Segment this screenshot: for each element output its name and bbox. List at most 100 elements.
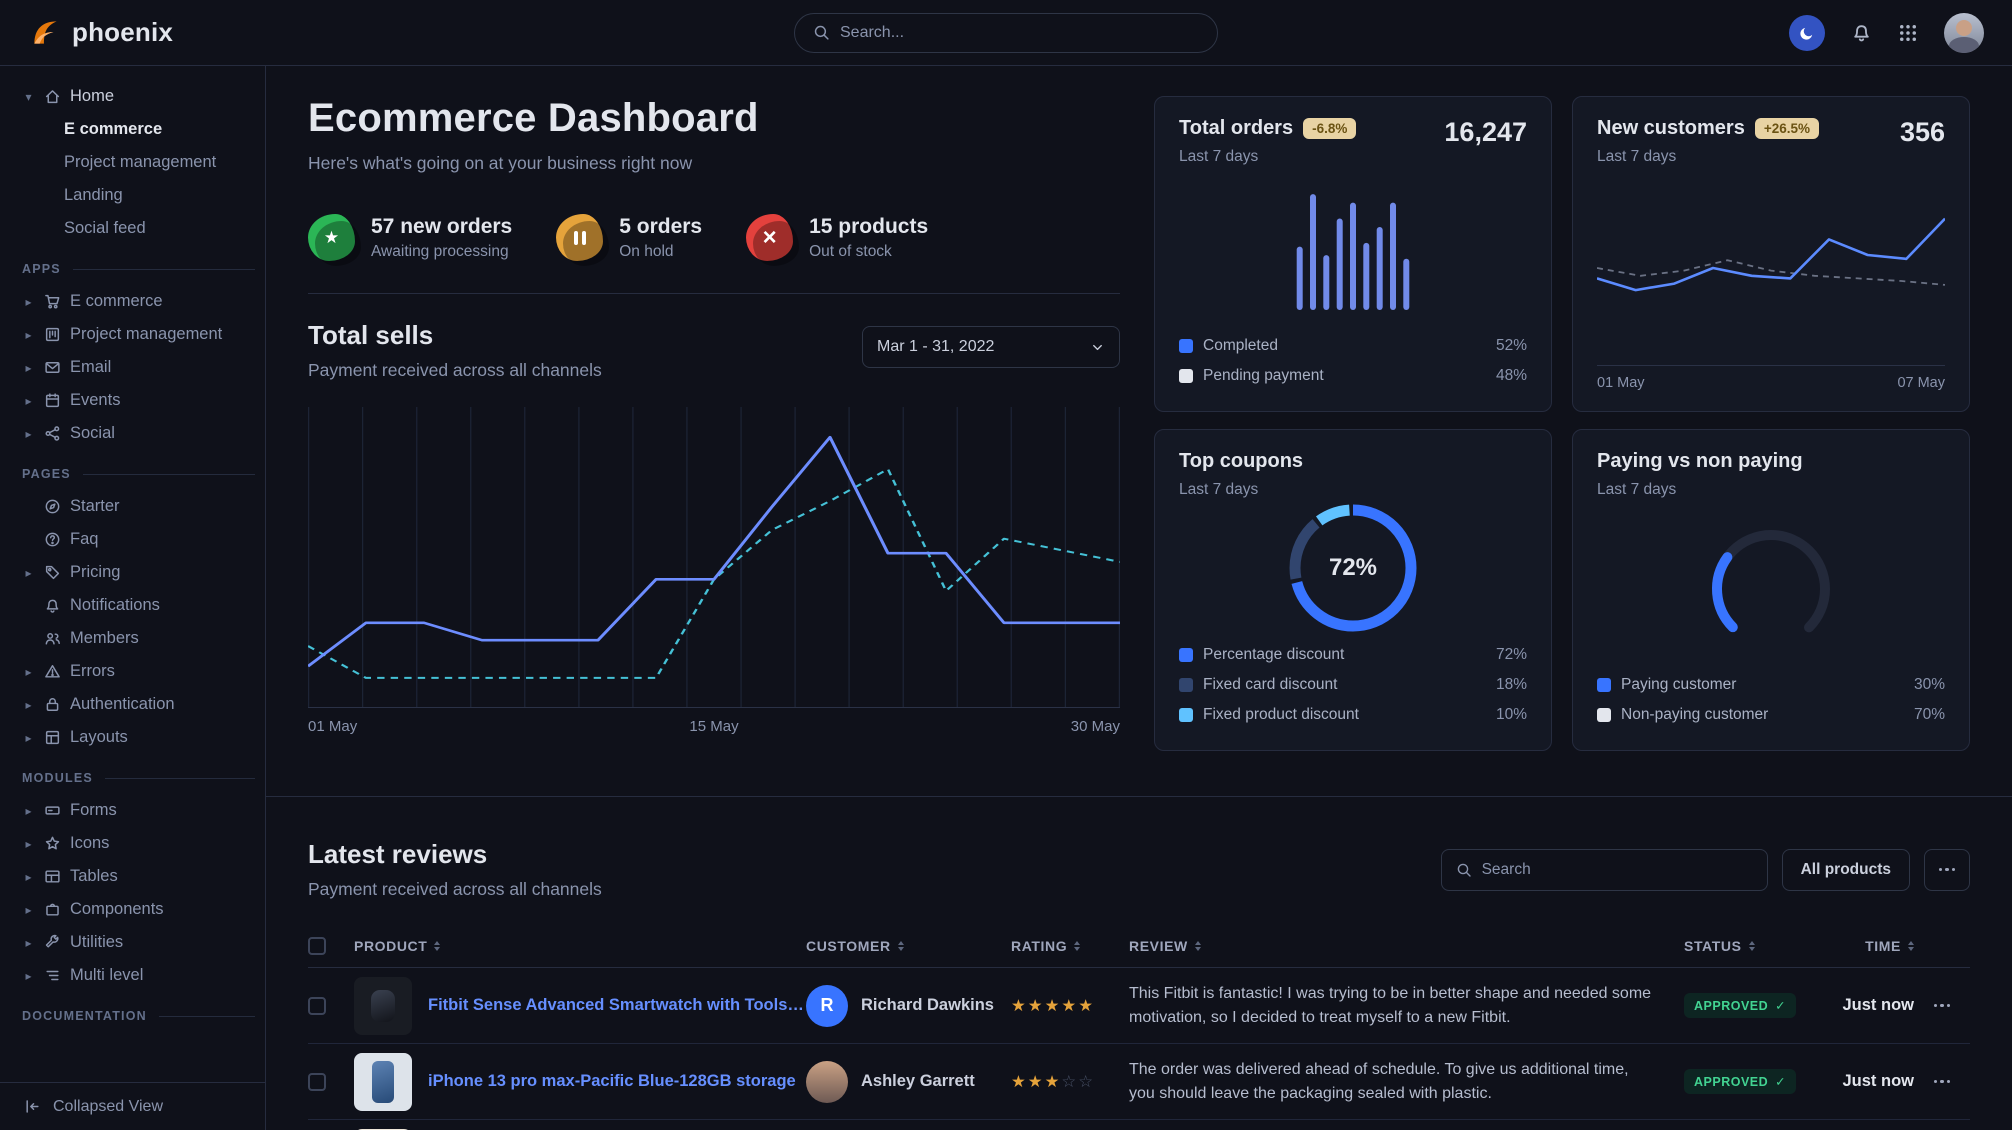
donut-center-label: 72% [1328, 553, 1378, 581]
sidebar-section-documentation: DOCUMENTATION [22, 1009, 255, 1023]
reviews-subtitle: Payment received across all channels [308, 879, 602, 899]
row-menu-button[interactable] [1914, 968, 1970, 1043]
sidebar-item-tables[interactable]: ▸ Tables [22, 860, 255, 893]
product-link[interactable]: iPhone 13 pro max-Pacific Blue-128GB sto… [428, 1072, 796, 1090]
sidebar-item-members[interactable]: Members [22, 622, 255, 655]
reviews-search[interactable] [1440, 848, 1768, 891]
review-time: Just now [1842, 1072, 1914, 1090]
theme-toggle-button[interactable] [1789, 14, 1825, 51]
sidebar-item-events[interactable]: ▸ Events [22, 384, 255, 417]
stat-caption: On hold [619, 242, 674, 260]
sidebar-section-pages: PAGES [22, 467, 255, 481]
layout-icon [44, 729, 61, 746]
sidebar-item-social[interactable]: ▸ Social [22, 417, 255, 450]
trend-badge: -6.8% [1303, 118, 1357, 139]
caret-right-icon: ▸ [25, 294, 32, 309]
customer-cell[interactable]: Ashley Garrett [806, 1060, 1011, 1103]
form-input-icon [44, 802, 61, 819]
customer-avatar: R [806, 984, 848, 1027]
search-icon [1456, 862, 1472, 878]
caret-down-icon: ▾ [25, 89, 32, 104]
all-products-filter-button[interactable]: All products [1781, 848, 1910, 891]
kanban-icon [44, 326, 61, 343]
customer-cell[interactable]: R Richard Dawkins [806, 984, 1011, 1027]
total-orders-card: Total orders -6.8% Last 7 days 16,247 [1154, 96, 1552, 412]
sidebar-item-utilities[interactable]: ▸ Utilities [22, 926, 255, 959]
notifications-button[interactable] [1851, 22, 1872, 43]
sidebar-item-errors[interactable]: ▸ Errors [22, 655, 255, 688]
column-rating[interactable]: RATING [1011, 938, 1129, 954]
sidebar-item-project-management-app[interactable]: ▸ Project management [22, 318, 255, 351]
column-customer[interactable]: CUSTOMER [806, 938, 1011, 954]
sort-icon [1074, 941, 1080, 951]
cart-icon [44, 293, 61, 310]
reviews-search-input[interactable] [1481, 860, 1753, 879]
caret-right-icon: ▸ [25, 697, 32, 712]
sidebar: ▾ Home E commerce Project management Lan… [0, 66, 266, 1130]
stat-out-of-stock: × 15 products Out of stock [746, 214, 928, 266]
card-title: Top coupons [1179, 450, 1304, 472]
row-menu-button[interactable] [1914, 1120, 1970, 1130]
global-search-input[interactable] [840, 23, 1199, 42]
row-checkbox[interactable] [308, 996, 326, 1015]
calendar-icon [44, 392, 61, 409]
sidebar-item-layouts[interactable]: ▸ Layouts [22, 721, 255, 754]
caret-right-icon: ▸ [25, 869, 32, 884]
reviews-more-button[interactable] [1924, 848, 1970, 891]
select-all-checkbox[interactable] [308, 936, 326, 955]
sidebar-item-icons[interactable]: ▸ Icons [22, 827, 255, 860]
stat-new-orders: ★ 57 new orders Awaiting processing [308, 214, 512, 266]
row-menu-button[interactable] [1914, 1044, 1970, 1119]
status-badge: APPROVED ✓ [1684, 993, 1797, 1018]
sort-icon [434, 941, 440, 951]
caret-right-icon: ▸ [25, 664, 32, 679]
column-status[interactable]: STATUS [1684, 938, 1834, 954]
sidebar-item-project-management[interactable]: Project management [64, 153, 217, 171]
legend-fixed-card-discount: Fixed card discount 18% [1179, 670, 1527, 700]
user-avatar[interactable] [1944, 12, 1984, 53]
caret-right-icon: ▸ [25, 426, 32, 441]
date-range-select[interactable]: Mar 1 - 31, 2022 [862, 326, 1120, 368]
sidebar-item-starter[interactable]: Starter [22, 490, 255, 523]
share-nodes-icon [44, 425, 61, 442]
sidebar-item-ecommerce[interactable]: E commerce [64, 120, 163, 138]
pause-blob-icon [556, 214, 610, 266]
column-product[interactable]: PRODUCT [354, 938, 806, 954]
card-period: Last 7 days [1597, 148, 1677, 165]
coupons-donut-chart: 72% [1287, 502, 1419, 634]
sidebar-item-authentication[interactable]: ▸ Authentication [22, 688, 255, 721]
product-thumbnail[interactable] [354, 1128, 412, 1130]
brand[interactable]: phoenix [28, 16, 173, 50]
reviews-table-header: PRODUCT CUSTOMER RATING REVIEW STATUS TI… [308, 924, 1970, 968]
sidebar-item-forms[interactable]: ▸ Forms [22, 794, 255, 827]
sidebar-item-email[interactable]: ▸ Email [22, 351, 255, 384]
sidebar-item-components[interactable]: ▸ Components [22, 893, 255, 926]
product-thumbnail[interactable] [354, 1052, 412, 1111]
sidebar-item-multi-level[interactable]: ▸ Multi level [22, 959, 255, 992]
latest-reviews-section: Latest reviews Payment received across a… [308, 797, 1970, 1130]
stat-caption: Awaiting processing [371, 242, 509, 260]
product-link[interactable]: Fitbit Sense Advanced Smartwatch with To… [428, 996, 806, 1014]
new-customers-line-chart [1597, 217, 1945, 291]
compass-icon [44, 498, 61, 515]
rating-stars: ★★★☆☆ [1011, 1072, 1095, 1091]
apps-menu-button[interactable] [1898, 23, 1918, 43]
sidebar-item-faq[interactable]: Faq [22, 523, 255, 556]
table-row: Fitbit Sense Advanced Smartwatch with To… [308, 968, 1970, 1044]
sidebar-collapse-toggle[interactable]: Collapsed View [0, 1082, 265, 1130]
product-thumbnail[interactable] [354, 976, 412, 1035]
sidebar-item-notifications[interactable]: Notifications [22, 589, 255, 622]
column-review[interactable]: REVIEW [1129, 938, 1684, 954]
sort-icon [1908, 941, 1914, 951]
column-time[interactable]: TIME [1834, 938, 1914, 954]
check-icon: ✓ [1775, 1075, 1787, 1089]
global-search[interactable] [794, 12, 1218, 53]
sidebar-item-ecommerce-app[interactable]: ▸ E commerce [22, 285, 255, 318]
sidebar-item-pricing[interactable]: ▸ Pricing [22, 556, 255, 589]
sidebar-item-home[interactable]: ▾ Home [22, 80, 255, 113]
row-checkbox[interactable] [308, 1072, 326, 1091]
sidebar-item-social-feed[interactable]: Social feed [64, 219, 146, 237]
caret-right-icon: ▸ [25, 730, 32, 745]
sidebar-item-landing[interactable]: Landing [64, 186, 123, 204]
